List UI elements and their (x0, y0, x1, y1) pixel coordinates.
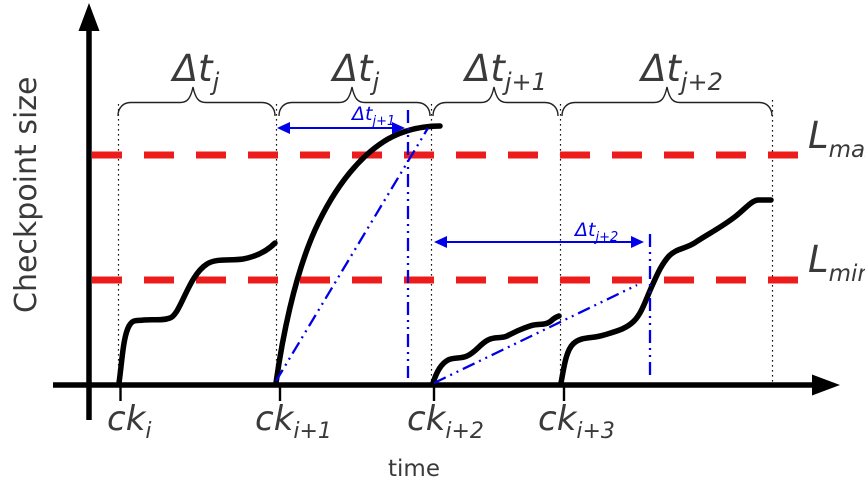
lmin-label: Lmin (808, 238, 865, 287)
projection-arrowheads (277, 122, 644, 248)
checkpoint-size-curves (116, 123, 774, 386)
arrowhead-left-2 (434, 236, 447, 248)
interval-brace-4 (561, 86, 773, 117)
projection-arrow-label-2: Δtj+2 (573, 219, 618, 245)
x-axis-label: time (388, 456, 440, 482)
y-axis-label: Checkpoint size (9, 77, 44, 314)
interval-brace-3 (432, 86, 559, 117)
y-axis-arrowhead (78, 3, 100, 31)
arrowhead-left-1 (277, 122, 290, 134)
interval-brace-1 (117, 86, 276, 117)
projection-diagonal-2 (433, 283, 638, 385)
projection-arrow-label-1: Δtj+1 (350, 103, 395, 129)
checkpoint-size-curve-1 (116, 240, 278, 386)
interval-label-4: Δtj+2 (638, 47, 723, 96)
interval-braces (117, 86, 773, 117)
interval-label-2: Δtj (330, 47, 380, 96)
projection-diagonal-1 (275, 127, 429, 382)
checkpoint-label-4: cki+3 (538, 399, 615, 444)
arrowhead-right-1 (392, 122, 405, 134)
arrowhead-right-2 (631, 236, 644, 248)
interval-brace-2 (278, 86, 431, 117)
checkpoint-label-2: cki+1 (255, 399, 332, 444)
axes (53, 3, 840, 420)
x-axis-arrowhead (812, 374, 840, 396)
lmax-label: Lmax (808, 114, 865, 163)
checkpoint-label-3: cki+2 (407, 399, 484, 444)
interval-label-1: Δtj (170, 47, 220, 96)
checkpoint-size-curve-4 (558, 197, 774, 386)
projection-lines (275, 110, 652, 385)
checkpoint-size-curve-2 (273, 123, 443, 386)
checkpoint-divider-lines (117, 100, 774, 383)
interval-label-3: Δtj+1 (462, 47, 547, 96)
checkpoint-size-curve-3 (430, 313, 562, 386)
checkpoint-label-1: cki (107, 399, 152, 444)
